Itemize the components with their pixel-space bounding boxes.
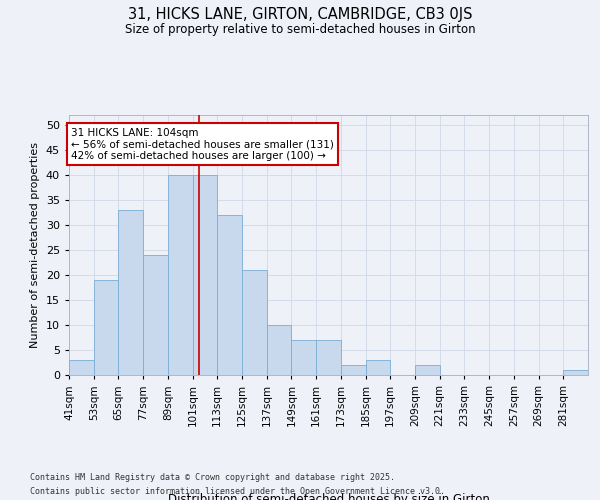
Text: Contains HM Land Registry data © Crown copyright and database right 2025.: Contains HM Land Registry data © Crown c…	[30, 472, 395, 482]
Bar	[267, 325, 292, 375]
Text: 31, HICKS LANE, GIRTON, CAMBRIDGE, CB3 0JS: 31, HICKS LANE, GIRTON, CAMBRIDGE, CB3 0…	[128, 8, 472, 22]
Y-axis label: Number of semi-detached properties: Number of semi-detached properties	[30, 142, 40, 348]
Bar	[168, 175, 193, 375]
Bar	[69, 360, 94, 375]
Bar	[415, 365, 440, 375]
Text: Size of property relative to semi-detached houses in Girton: Size of property relative to semi-detach…	[125, 22, 475, 36]
Bar	[94, 280, 118, 375]
Bar	[193, 175, 217, 375]
Text: Contains public sector information licensed under the Open Government Licence v3: Contains public sector information licen…	[30, 488, 445, 496]
Bar	[118, 210, 143, 375]
Bar	[341, 365, 365, 375]
Bar	[242, 270, 267, 375]
Bar	[365, 360, 390, 375]
X-axis label: Distribution of semi-detached houses by size in Girton: Distribution of semi-detached houses by …	[167, 493, 490, 500]
Bar	[143, 255, 168, 375]
Bar	[563, 370, 588, 375]
Text: 31 HICKS LANE: 104sqm
← 56% of semi-detached houses are smaller (131)
42% of sem: 31 HICKS LANE: 104sqm ← 56% of semi-deta…	[71, 128, 334, 160]
Bar	[316, 340, 341, 375]
Bar	[292, 340, 316, 375]
Bar	[217, 215, 242, 375]
